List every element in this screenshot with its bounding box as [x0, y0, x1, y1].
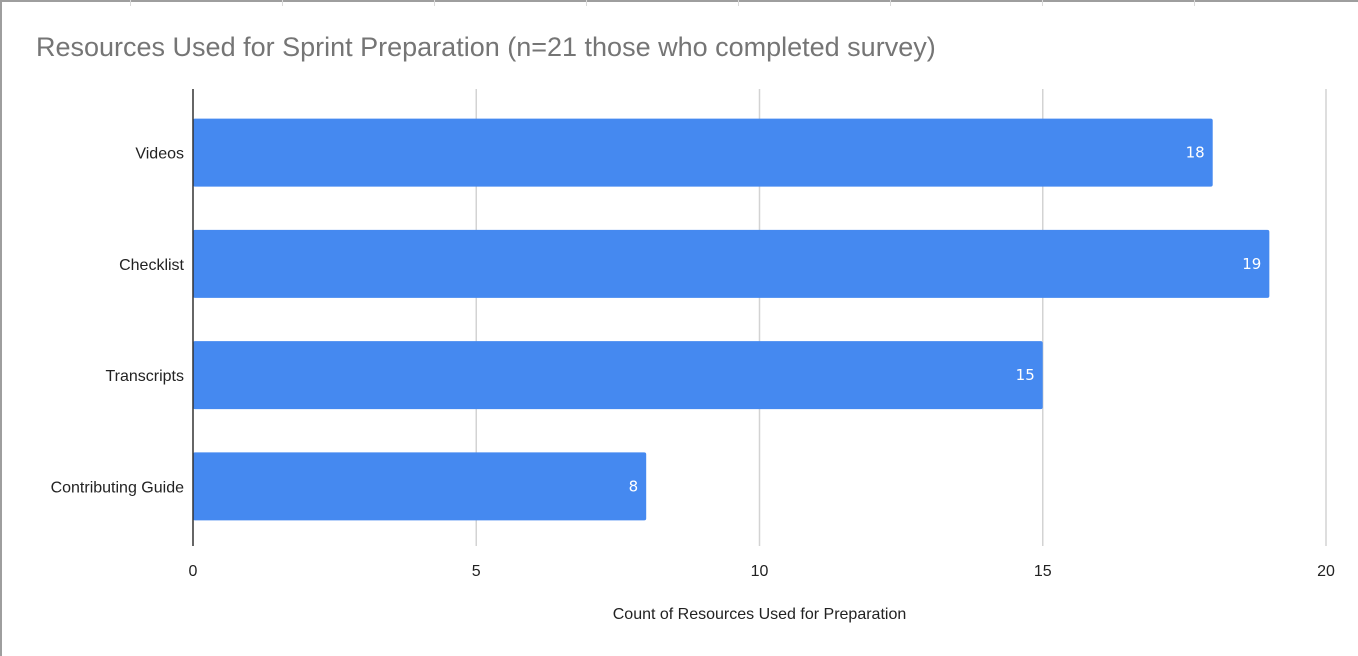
x-tick-label: 10	[751, 563, 769, 580]
category-label: Checklist	[119, 257, 184, 274]
category-labels: Videos Checklist Transcripts Contributing G…	[51, 146, 185, 497]
x-tick-labels: 0 5 10 15 20	[189, 563, 1335, 580]
x-tick-label: 20	[1317, 563, 1335, 580]
x-tick-label: 5	[472, 563, 481, 580]
x-axis-title: Count of Resources Used for Preparation	[613, 606, 906, 623]
bar-videos	[193, 118, 1213, 187]
bar-contributing-guide	[193, 452, 647, 521]
x-tick-label: 15	[1034, 563, 1052, 580]
category-label: Contributing Guide	[51, 479, 185, 496]
bar-value-label: 18	[1186, 144, 1205, 162]
top-border-ticks	[0, 0, 1358, 6]
bar-value-label: 19	[1242, 255, 1261, 273]
bar-checklist	[193, 229, 1270, 298]
bar-value-label: 15	[1016, 366, 1035, 384]
x-tick-label: 0	[189, 563, 198, 580]
chart-title: Resources Used for Sprint Preparation (n…	[36, 32, 936, 62]
bar-value-label: 8	[629, 477, 639, 495]
category-label: Transcripts	[105, 368, 184, 385]
bar-transcripts	[193, 341, 1043, 410]
bars: 18 19 15 8	[193, 118, 1270, 521]
category-label: Videos	[135, 146, 184, 163]
